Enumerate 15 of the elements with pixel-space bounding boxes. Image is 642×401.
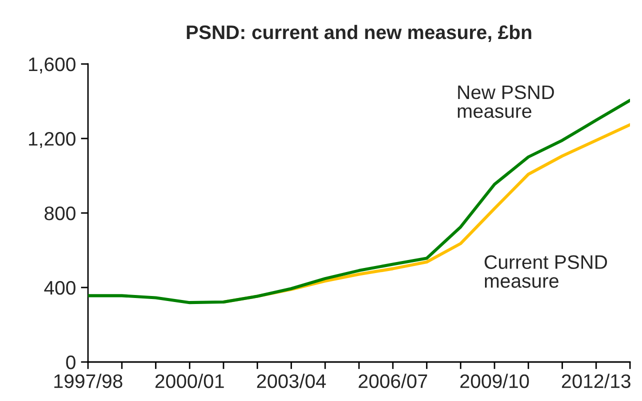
x-tick-label: 2000/01	[155, 374, 224, 388]
y-tick-label: 400	[44, 280, 76, 295]
series-label: New PSND measure	[458, 85, 554, 118]
y-tick-label: 1,600	[29, 57, 76, 74]
x-tick-label: 2012/13	[562, 374, 630, 388]
series-label: Current PSND measure	[484, 255, 607, 288]
x-tick-label: 2006/07	[358, 374, 428, 388]
x-tick-label: 1997/98	[54, 374, 122, 388]
x-tick-label: 2009/10	[460, 374, 529, 388]
chart-title: PSND: current and new measure, £bn	[186, 24, 532, 42]
y-tick-label: 800	[44, 206, 76, 220]
y-tick-label: 0	[66, 355, 76, 370]
line-series	[88, 98, 630, 304]
x-tick-label: 2003/04	[257, 374, 326, 388]
y-tick-label: 1,200	[29, 132, 76, 148]
